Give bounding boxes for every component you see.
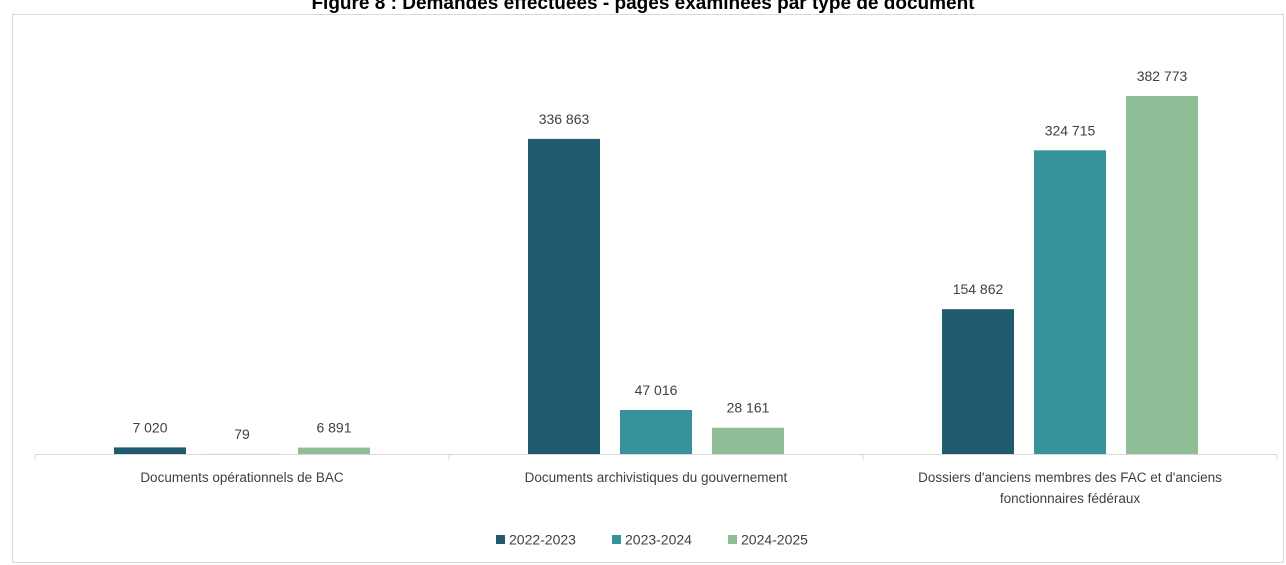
legend-label-2024-2025: 2024-2025 (741, 532, 808, 548)
category-label-0: Documents opérationnels de BAC (140, 470, 344, 485)
legend-label-2023-2024: 2023-2024 (625, 532, 692, 548)
data-label-2023-2024-cat-0: 79 (234, 426, 250, 442)
data-label-2024-2025-cat-0: 6 891 (316, 420, 351, 436)
bar-2024-2025-cat-1 (712, 427, 784, 454)
legend-label-2022-2023: 2022-2023 (509, 532, 576, 548)
category-label-1: Documents archivistiques du gouvernement (525, 470, 788, 485)
bar-2023-2024-cat-1 (620, 410, 692, 454)
bar-2022-2023-cat-1 (528, 138, 600, 454)
category-label-2: Dossiers d'anciens membres des FAC et d'… (918, 470, 1222, 506)
data-label-2023-2024-cat-2: 324 715 (1045, 122, 1096, 138)
legend-swatch-2023-2024 (612, 535, 621, 544)
chart-title: Figure 8 : Demandes effectuées - pages e… (311, 0, 975, 14)
data-label-2023-2024-cat-1: 47 016 (635, 382, 678, 398)
legend-swatch-2024-2025 (728, 535, 737, 544)
data-label-2022-2023-cat-0: 7 020 (132, 419, 167, 435)
bar-2023-2024-cat-2 (1034, 150, 1106, 455)
data-label-2022-2023-cat-1: 336 863 (539, 111, 590, 127)
bar-2022-2023-cat-2 (942, 309, 1014, 454)
bar-2024-2025-cat-0 (298, 447, 370, 454)
chart-frame (12, 14, 1284, 563)
bar-2022-2023-cat-0 (114, 447, 186, 454)
bar-2024-2025-cat-2 (1126, 96, 1198, 454)
data-label-2024-2025-cat-2: 382 773 (1137, 68, 1188, 84)
data-label-2022-2023-cat-2: 154 862 (953, 281, 1004, 297)
data-label-2024-2025-cat-1: 28 161 (727, 400, 770, 416)
legend-swatch-2022-2023 (496, 535, 505, 544)
